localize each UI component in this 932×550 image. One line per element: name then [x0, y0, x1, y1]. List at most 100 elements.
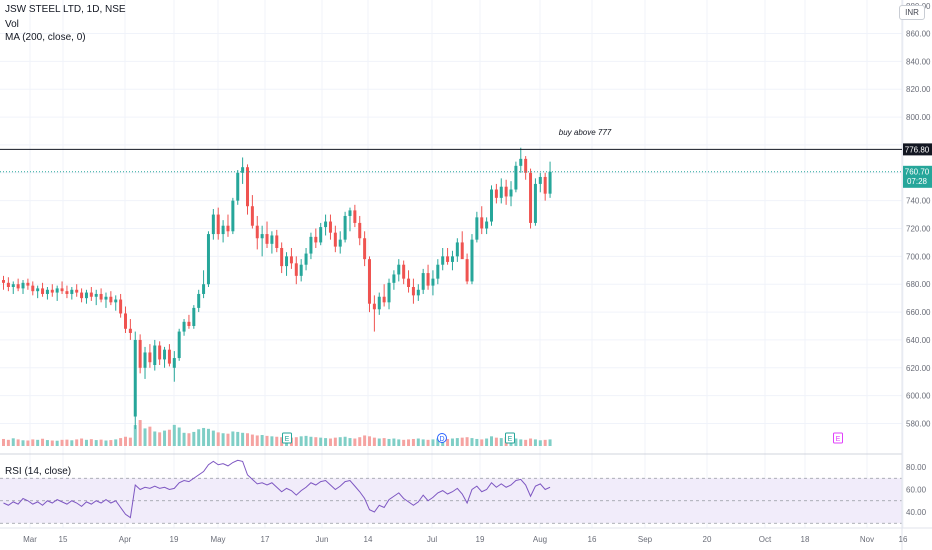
candle[interactable] [509, 181, 513, 207]
candle[interactable] [167, 344, 171, 367]
candle[interactable] [475, 211, 479, 243]
candle[interactable] [490, 185, 493, 226]
candle[interactable] [363, 231, 367, 267]
candle[interactable] [31, 281, 35, 296]
candle[interactable] [529, 168, 533, 229]
candle[interactable] [450, 250, 454, 271]
candle[interactable] [148, 344, 152, 368]
candle[interactable] [80, 288, 84, 303]
candle[interactable] [270, 231, 274, 254]
candle[interactable] [94, 289, 98, 306]
candle[interactable] [314, 228, 318, 249]
candle[interactable] [294, 256, 298, 285]
candle[interactable] [36, 285, 40, 299]
candle[interactable] [246, 164, 249, 215]
candle[interactable] [60, 281, 64, 294]
candle[interactable] [6, 277, 10, 292]
candle[interactable] [275, 229, 279, 253]
symbol-title[interactable]: JSW STEEL LTD, 1D, NSE [5, 4, 126, 15]
candle[interactable] [494, 183, 498, 204]
candle[interactable] [372, 295, 376, 332]
candle[interactable] [89, 287, 93, 301]
candle[interactable] [231, 197, 235, 235]
candle[interactable] [533, 178, 537, 226]
candle[interactable] [133, 331, 137, 430]
candle[interactable] [402, 260, 406, 285]
candle[interactable] [172, 351, 176, 382]
candle[interactable] [11, 281, 15, 294]
candle[interactable] [26, 278, 30, 290]
candle[interactable] [236, 170, 240, 205]
candle[interactable] [524, 156, 528, 180]
candle[interactable] [328, 214, 332, 240]
candle[interactable] [309, 232, 313, 260]
candle[interactable] [50, 284, 54, 297]
candle[interactable] [319, 222, 323, 246]
candle[interactable] [84, 289, 88, 304]
candle[interactable] [128, 319, 132, 340]
candle[interactable] [182, 319, 186, 336]
candle[interactable] [485, 217, 489, 235]
annotation-text[interactable]: buy above 777 [559, 128, 612, 137]
candle[interactable] [255, 215, 259, 250]
candle[interactable] [143, 346, 147, 379]
candle[interactable] [382, 284, 386, 307]
candle[interactable] [460, 231, 464, 260]
candle[interactable] [206, 231, 210, 287]
candlesticks[interactable] [2, 147, 552, 430]
rsi-legend[interactable]: RSI (14, close) [5, 466, 72, 477]
earnings-marker[interactable]: E [833, 432, 843, 444]
candle[interactable] [104, 292, 108, 308]
candle[interactable] [21, 280, 25, 294]
candle[interactable] [124, 306, 127, 333]
candle[interactable] [441, 248, 445, 271]
candle[interactable] [65, 285, 69, 299]
candle[interactable] [548, 161, 552, 198]
candle[interactable] [41, 282, 45, 297]
candle[interactable] [70, 287, 74, 300]
candle[interactable] [333, 225, 337, 253]
candle[interactable] [538, 172, 542, 193]
candle[interactable] [280, 242, 284, 274]
candle[interactable] [260, 225, 264, 257]
candle[interactable] [392, 270, 396, 290]
candle[interactable] [163, 346, 167, 368]
candle[interactable] [416, 284, 420, 301]
candle[interactable] [138, 334, 142, 374]
candle[interactable] [499, 178, 503, 204]
candle[interactable] [348, 207, 352, 232]
candle[interactable] [377, 292, 381, 315]
candle[interactable] [289, 248, 293, 269]
candle[interactable] [407, 270, 411, 293]
ma-legend[interactable]: MA (200, close, 0) [5, 32, 86, 43]
dividend-marker[interactable]: D [437, 433, 447, 444]
candle[interactable] [55, 285, 59, 301]
candle[interactable] [75, 284, 79, 297]
candle[interactable] [109, 291, 113, 306]
candle[interactable] [119, 293, 123, 318]
candle[interactable] [221, 220, 225, 243]
candle[interactable] [411, 278, 415, 304]
candle[interactable] [187, 314, 191, 329]
candle[interactable] [192, 305, 196, 329]
candle[interactable] [299, 259, 303, 282]
candle[interactable] [250, 195, 254, 229]
candle[interactable] [158, 341, 162, 365]
candle[interactable] [465, 253, 469, 285]
candle[interactable] [343, 211, 347, 243]
candle[interactable] [514, 161, 518, 193]
candle[interactable] [211, 209, 215, 240]
candle[interactable] [421, 268, 425, 294]
candle[interactable] [519, 147, 523, 173]
candle[interactable] [470, 234, 474, 285]
candle[interactable] [304, 248, 308, 271]
candle[interactable] [99, 288, 103, 303]
candle[interactable] [455, 238, 459, 262]
candle[interactable] [368, 256, 371, 313]
candle[interactable] [353, 204, 357, 228]
candle[interactable] [543, 172, 547, 201]
candle[interactable] [45, 287, 49, 300]
candle[interactable] [265, 221, 269, 248]
